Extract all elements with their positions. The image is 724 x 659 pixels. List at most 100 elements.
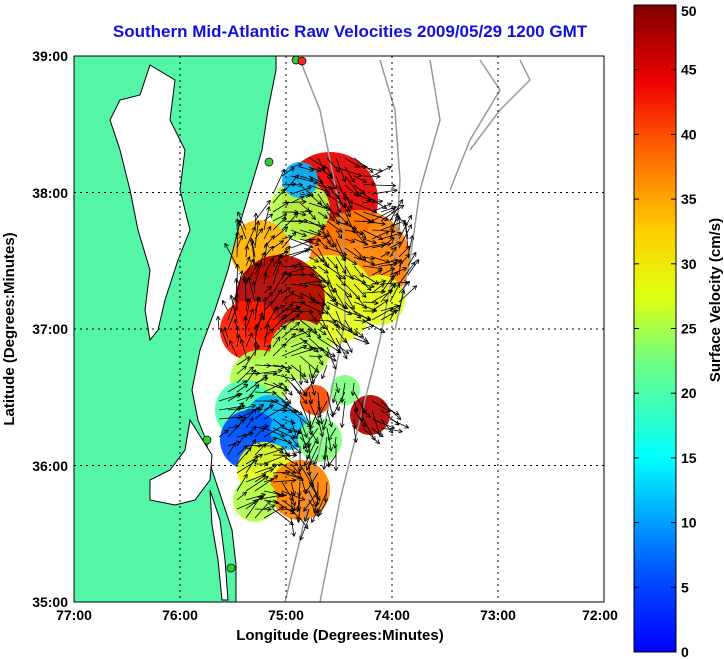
- velocity-arrow: [299, 175, 314, 182]
- velocity-arrow: [281, 290, 295, 303]
- velocity-arrow: [281, 167, 295, 177]
- velocity-arrow: [362, 174, 381, 179]
- radar-station-marker: [226, 563, 236, 573]
- velocity-arrow: [353, 202, 378, 214]
- velocity-arrow: [362, 319, 386, 333]
- velocity-arrow: [308, 211, 316, 220]
- velocity-arrow: [254, 390, 277, 396]
- velocity-arrow: [403, 221, 409, 249]
- velocity-patch: [330, 375, 360, 405]
- velocity-arrow: [236, 445, 248, 456]
- velocity-arrow: [235, 231, 240, 258]
- colorbar-tick-label: 5: [681, 579, 689, 595]
- velocity-arrow: [245, 256, 251, 267]
- velocity-arrow: [215, 315, 221, 330]
- velocity-arrow: [344, 292, 355, 310]
- velocity-arrow: [326, 265, 346, 280]
- velocity-arrow: [254, 404, 274, 420]
- velocity-arrow: [263, 424, 285, 438]
- velocity-arrow: [380, 283, 397, 303]
- velocity-arrow: [371, 279, 387, 285]
- sound: [149, 418, 213, 506]
- velocity-arrow: [407, 235, 415, 258]
- velocity-arrow: [380, 204, 405, 222]
- velocity-arrow: [326, 166, 333, 178]
- velocity-arrow: [245, 425, 257, 438]
- velocity-arrow: [297, 445, 303, 472]
- velocity-arrow: [335, 310, 345, 331]
- velocity-arrow: [290, 418, 299, 439]
- velocity-arrow: [326, 355, 337, 362]
- velocity-arrow: [407, 259, 420, 276]
- velocity-arrow: [272, 478, 297, 483]
- velocity-arrow: [290, 248, 311, 258]
- velocity-arrow: [380, 251, 391, 258]
- velocity-arrow: [272, 303, 294, 321]
- velocity-arrow: [326, 157, 340, 173]
- y-tick-label: 35:00: [32, 594, 68, 610]
- velocity-arrow: [272, 289, 283, 303]
- y-tick-label: 39:00: [32, 48, 68, 64]
- velocity-arrow: [326, 283, 338, 307]
- velocity-arrow: [326, 337, 350, 354]
- velocity-arrow: [344, 166, 355, 183]
- velocity-arrow: [272, 325, 286, 339]
- velocity-arrow: [362, 409, 371, 418]
- velocity-arrow: [335, 256, 347, 274]
- velocity-arrow: [272, 254, 283, 276]
- velocity-arrow: [299, 301, 325, 314]
- velocity-arrow: [263, 272, 268, 285]
- velocity-arrow: [299, 427, 309, 454]
- velocity-arrow: [263, 427, 285, 438]
- velocity-arrow: [272, 188, 286, 204]
- velocity-arrow: [272, 216, 287, 231]
- velocity-arrow: [263, 468, 274, 474]
- velocity-arrow: [224, 242, 238, 267]
- velocity-arrow: [308, 427, 319, 445]
- velocity-arrow: [227, 305, 238, 330]
- velocity-arrow: [333, 445, 339, 472]
- velocity-arrow: [281, 454, 299, 467]
- radar-station-marker: [202, 435, 212, 445]
- velocity-arrow: [229, 340, 238, 357]
- x-axis: 77:00 76:00 75:00 74:00 73:00 72:00 Long…: [56, 607, 618, 644]
- velocity-arrow: [344, 319, 353, 333]
- velocity-arrow: [263, 453, 290, 465]
- velocity-arrow: [308, 292, 315, 303]
- velocity-arrow: [389, 246, 397, 258]
- velocity-arrow: [254, 220, 261, 249]
- velocity-arrow: [326, 238, 334, 248]
- velocity-arrow: [237, 211, 247, 231]
- velocity-arrow: [317, 337, 342, 354]
- velocity-arrow: [245, 369, 256, 384]
- velocity-arrow: [389, 418, 410, 429]
- velocity-arrow: [389, 309, 396, 321]
- velocity-arrow: [308, 481, 321, 502]
- x-axis-label: Longitude (Degrees:Minutes): [236, 627, 444, 644]
- velocity-arrow: [317, 319, 325, 330]
- velocity-arrow: [317, 355, 324, 366]
- velocity-arrow: [253, 341, 259, 357]
- velocity-arrow: [236, 270, 244, 294]
- velocity-arrow: [308, 166, 322, 173]
- velocity-arrow: [344, 193, 353, 210]
- velocity-arrow: [242, 316, 248, 339]
- velocity-arrow: [362, 283, 375, 289]
- velocity-arrow: [254, 262, 263, 285]
- velocity-arrow: [335, 274, 346, 286]
- velocity-arrow: [407, 251, 417, 267]
- velocity-arrow: [296, 499, 302, 511]
- y-axis-label: Latitude (Degrees:Minutes): [1, 232, 18, 425]
- velocity-arrow: [227, 296, 237, 321]
- velocity-arrow: [227, 380, 248, 393]
- velocity-arrow: [254, 199, 271, 222]
- velocity-arrow: [344, 238, 356, 244]
- velocity-arrow: [281, 364, 291, 374]
- velocity-arrow: [303, 454, 310, 467]
- y-tick-label: 37:00: [32, 321, 68, 337]
- velocity-arrow: [389, 199, 404, 222]
- colorbar-tick-label: 0: [681, 644, 689, 659]
- velocity-arrow: [398, 245, 411, 258]
- velocity-arrow: [263, 437, 278, 447]
- velocity-arrow: [254, 443, 267, 456]
